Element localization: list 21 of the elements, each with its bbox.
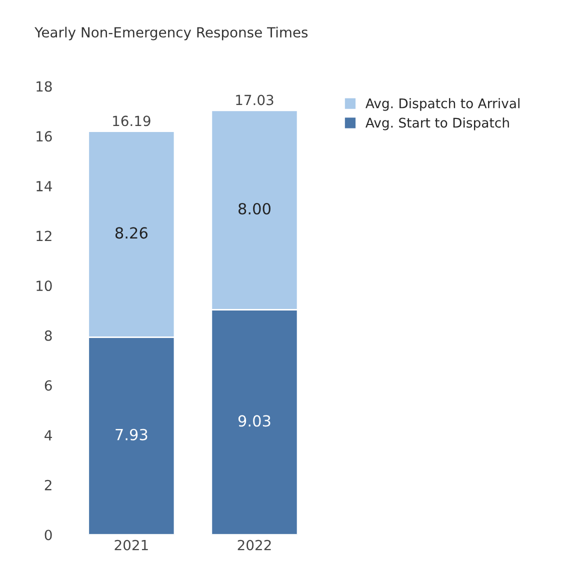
- x-tick-label: 2022: [238, 540, 271, 550]
- total-label: 17.03: [236, 94, 274, 106]
- legend-label: Avg. Start to Dispatch: [366, 117, 509, 130]
- data-label: 8.00: [238, 202, 270, 215]
- y-tick-label: 10: [36, 280, 52, 292]
- y-tick-label: 14: [36, 181, 52, 192]
- data-label: 9.03: [238, 415, 270, 427]
- data-label: 7.93: [116, 428, 148, 440]
- y-tick-label: 6: [44, 380, 52, 391]
- total-label: 16.19: [113, 116, 150, 126]
- y-tick-label: 2: [44, 480, 52, 490]
- chart-title: Yearly Non-Emergency Response Times: [34, 26, 308, 40]
- y-tick-label: 0: [44, 530, 52, 540]
- x-tick-label: 2021: [114, 540, 148, 550]
- y-tick-label: 12: [36, 230, 52, 242]
- y-tick-label: 8: [44, 330, 52, 341]
- legend-label: Avg. Dispatch to Arrival: [366, 98, 520, 111]
- y-tick-label: 18: [36, 81, 52, 92]
- data-label: 8.26: [115, 227, 148, 239]
- y-tick-label: 16: [36, 131, 52, 142]
- y-tick-label: 4: [44, 430, 52, 440]
